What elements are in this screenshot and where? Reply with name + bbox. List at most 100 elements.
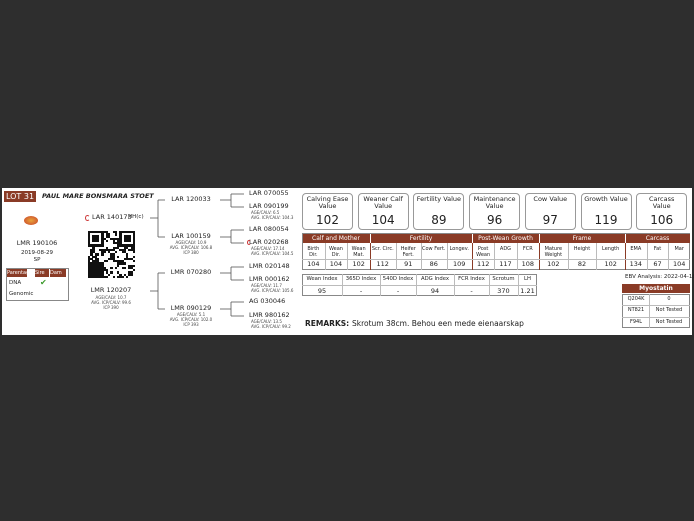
index-value: - [396,286,400,295]
great-grandparent-detail: AGE/CALV: 11.7 [251,283,282,288]
index-value: 370 [497,286,510,295]
dam-detail: AVG. ICP/CALV: 99.6 [91,300,131,305]
ebv-cell [516,243,539,270]
logo [24,216,38,225]
ebv-value: 117 [499,260,512,268]
ebv-cell [646,243,669,270]
value-box [302,193,353,230]
ebv-value: 104 [329,260,343,268]
value-label: Growth Value [584,195,628,203]
ebv-divider [539,243,540,270]
parentage-header: Sire [35,269,49,277]
myostatin-marker: Q204K [627,296,645,302]
parentage-row: DNA [9,280,22,286]
great-grandparent-id: LAR 090199 [249,202,289,210]
parentage-row: Genomic [9,291,34,297]
value-number: 106 [650,213,674,227]
ebv-cell [324,243,348,270]
grandparent-detail: AGE/CALV: 5.1 [176,312,206,317]
ebv-label: ADG [499,246,512,252]
value-number: 89 [431,213,447,227]
dam-detail: ICP 390 [103,305,119,310]
ebv-group-header: Frame [539,233,625,243]
great-grandparent-id: AG 030046 [249,297,286,305]
ebv-label: Length [602,246,620,252]
ebv-value: 86 [429,260,438,268]
index-label: LH [524,276,531,282]
ebv-label: Scr. Circ. [371,246,394,252]
ebv-value: 108 [521,260,535,268]
ebv-value: 82 [577,260,587,268]
value-box [524,193,576,230]
index-divider [380,274,381,296]
parentage-table [6,268,69,301]
index-label: FCR Index [458,276,485,282]
ebv-group-header: Fertility [370,233,472,243]
ebv-row-line [302,259,690,260]
myostatin-header: Myostatin [622,284,690,293]
ebv-analysis: EBV Analysis: 2022-04-18 [625,274,694,280]
ebv-cell [567,243,597,270]
sire-logo [85,215,90,221]
index-divider [454,274,455,296]
birth-date: 2019-08-29 [21,250,53,256]
great-grandparent-detail: AGE/CALV: 17.14 [251,246,285,251]
index-label: 540D Index [382,276,414,282]
index-value: - [359,286,363,295]
ebv-cell [395,243,422,270]
index-row-line [302,285,537,286]
great-grandparent-id: LMR 020148 [249,262,290,270]
ebv-label: Longev. [449,246,469,252]
ebv-value: 112 [476,260,490,268]
value-label: Fertility Value [416,195,462,203]
index-divider [489,274,490,296]
lot-badge: LOT 31 [4,191,36,202]
grandparent-id: LAR 100159 [171,232,211,240]
ebv-value: 104 [672,260,686,268]
index-divider [416,274,417,296]
great-grandparent-detail: AVG. ICP/CALV: 105.6 [251,288,294,293]
great-grandparent-id: LMR 980162 [249,311,290,319]
myostatin-table [622,294,690,328]
sire-tag: HH(c) [128,214,144,220]
grandparent-detail: AVG. ICP/CALV: 102.0 [169,317,213,322]
ebv-cell [347,243,370,270]
value-label: Maintenance Value [473,195,516,211]
ebv-cell [446,243,473,270]
ebv-value: 134 [629,260,643,268]
myostatin-result: Not Tested [655,307,683,314]
index-value: 1.21 [520,286,535,295]
great-grandparent-detail: AGE/CALV: 13.5 [251,319,282,324]
remarks-label: REMARKS: [305,319,350,328]
remarks-text: Skrotum 38cm. Behou een mede eienaarskap [352,319,524,328]
value-box [636,193,688,230]
parentage-header: Dam [50,269,66,277]
great-grandparent-id: LAR 070055 [249,189,289,197]
ebv-divider [625,243,626,270]
myostatin-marker: NT821 [627,307,645,314]
ebv-group-header: Carcass [625,233,690,243]
myostatin-col-line [649,294,650,328]
value-number: 104 [371,213,395,227]
index-value: 95 [317,286,327,295]
ebv-group-header: Post-Wean Growth [472,233,539,243]
great-grandparent-detail: AGE/CALV: 6.5 [251,210,280,215]
ebv-label: Mar [674,246,684,252]
ebv-value: 112 [376,260,389,268]
ebv-label: Wean Dir. [329,246,343,258]
value-box [469,193,521,230]
myostatin-marker: F94L [629,318,643,325]
index-label: Wean Index [306,276,338,282]
parentage-header: Parentage [7,269,33,277]
value-label: Weaner Calf Value [363,195,403,211]
ebv-label: Height [573,246,591,252]
ebv-label: Heifer Fert. [400,246,416,258]
index-divider [518,274,519,296]
ebv-cell [668,243,690,270]
grandparent-id: LAR 120033 [171,195,211,203]
ebv-label: EMA [630,246,642,252]
great-grandparent-id: LAR 080054 [249,225,289,233]
value-box [357,193,409,230]
index-label: 365D Index [345,276,377,282]
